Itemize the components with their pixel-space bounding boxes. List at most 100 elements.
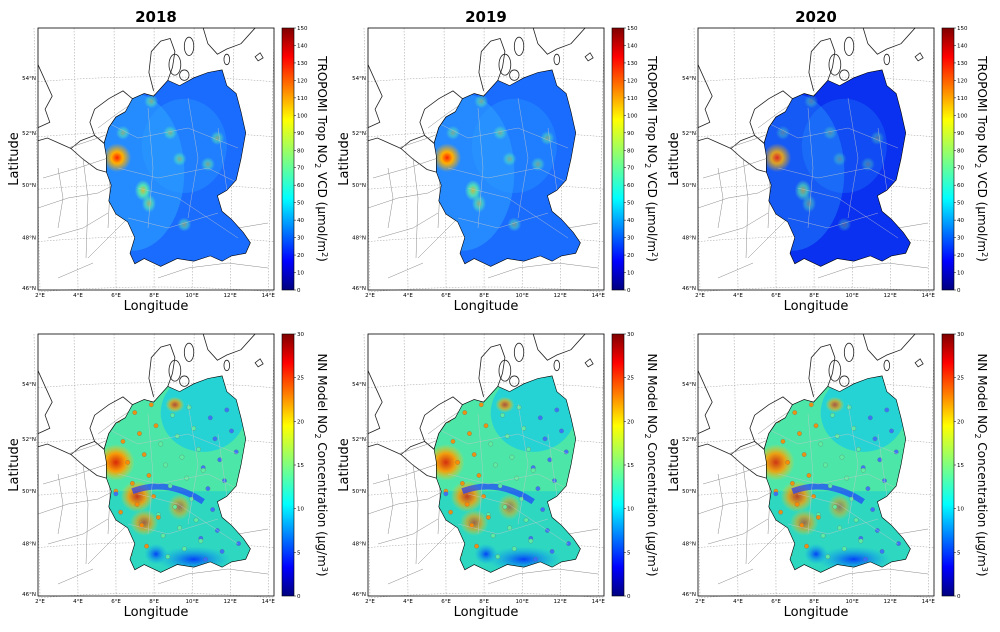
colorbar-scale	[941, 27, 955, 291]
colorbar-label: NN Model NO2 Concentration (μg/m3)	[643, 353, 659, 576]
roads	[697, 408, 929, 585]
y-axis-label: Latitude	[337, 438, 352, 492]
y-axis-label: Latitude	[7, 132, 22, 186]
colorbar-tick-label: 10	[957, 507, 964, 513]
lat-tick-label: 50°N	[682, 183, 696, 189]
colorbar-tick-label: 10	[957, 271, 964, 277]
colorbar-tick-label: 90	[297, 131, 304, 137]
panel-tropomi-2018: 2°E 4°E 6°E 8°E 10°E 12°E 14°E 46°N 48°N 50°N 52°N…	[7, 27, 276, 314]
colorbar-tick-label: 40	[297, 218, 304, 224]
colorbar-tick-label: 0	[627, 288, 631, 294]
colorbar-tick-label: 15	[297, 463, 304, 469]
lat-tick-label: 52°N	[22, 437, 36, 443]
colorbar-tick-label: 140	[627, 43, 638, 49]
colorbar-tick-label: 40	[627, 218, 634, 224]
colorbar-tick-label: 100	[297, 113, 308, 119]
y-axis-label: Latitude	[667, 132, 682, 186]
lat-tick-label: 46°N	[352, 286, 366, 292]
colorbar-label: NN Model NO2 Concentration (μg/m3)	[973, 353, 989, 576]
panel-nn_model-2019: 2°E 4°E 6°E 8°E 10°E 12°E 14°E 46°N 48°N 50°N 52°N…	[337, 333, 606, 620]
colorbar-tick-label: 30	[297, 332, 304, 338]
colorbar-tick-label: 25	[957, 376, 964, 382]
colorbar-tick-label: 100	[957, 113, 968, 119]
lon-tick-label: 14°E	[922, 599, 936, 605]
colorbar-tick-label: 20	[627, 419, 634, 425]
lat-tick-label: 48°N	[682, 236, 696, 242]
colorbar-tick-label: 5	[297, 550, 301, 556]
lat-tick-label: 48°N	[682, 542, 696, 548]
colorbar-scale	[281, 333, 295, 597]
lon-tick-label: 2°E	[695, 599, 705, 605]
lon-tick-label: 8°E	[149, 599, 159, 605]
x-axis-label: Longitude	[124, 605, 189, 620]
lon-tick-label: 12°E	[224, 599, 238, 605]
colorbar-tick-label: 150	[297, 26, 308, 32]
lon-tick-label: 8°E	[809, 293, 819, 299]
colorbar-tick-label: 60	[957, 183, 964, 189]
lon-tick-label: 10°E	[186, 599, 200, 605]
lat-tick-label: 46°N	[22, 592, 36, 598]
x-axis-label: Longitude	[124, 299, 189, 314]
colorbar-tick-label: 10	[297, 271, 304, 277]
lat-tick-label: 54°N	[352, 76, 366, 82]
lat-tick-label: 52°N	[682, 437, 696, 443]
lon-tick-label: 12°E	[224, 293, 238, 299]
germany-field	[104, 375, 251, 573]
colorbar-tick-label: 80	[297, 148, 304, 154]
lon-tick-label: 14°E	[262, 293, 276, 299]
colorbar-tick-label: 30	[627, 332, 634, 338]
lon-tick-label: 14°E	[592, 599, 606, 605]
colorbar-scale	[281, 27, 295, 291]
lat-tick-label: 48°N	[22, 542, 36, 548]
x-axis-label: Longitude	[454, 605, 519, 620]
panel-nn_model-2020: 2°E 4°E 6°E 8°E 10°E 12°E 14°E 46°N 48°N 50°N 52°N…	[667, 333, 936, 620]
lon-tick-label: 8°E	[149, 293, 159, 299]
x-axis-label: Longitude	[784, 605, 849, 620]
colorbar-tick-label: 60	[297, 183, 304, 189]
panel-nn_model-2018: 2°E 4°E 6°E 8°E 10°E 12°E 14°E 46°N 48°N 50°N 52°N…	[7, 333, 275, 620]
colorbar: 0 5 10 15 20 25 30 NN Model NO2 Concentration (…	[281, 332, 329, 600]
colorbar-label: TROPOMI Trop NO2 VCD (μmol/m2)	[643, 55, 659, 262]
panel-tropomi-2020: 2°E 4°E 6°E 8°E 10°E 12°E 14°E 46°N 48°N 50°N 52°N…	[667, 27, 935, 314]
lat-tick-label: 54°N	[22, 76, 36, 82]
colorbar-tick-label: 30	[957, 236, 964, 242]
lon-tick-label: 12°E	[884, 293, 898, 299]
lon-tick-label: 8°E	[479, 293, 489, 299]
lat-tick-label: 54°N	[22, 382, 36, 388]
lon-tick-label: 8°E	[809, 599, 819, 605]
lon-tick-label: 12°E	[554, 293, 568, 299]
lon-tick-label: 10°E	[516, 599, 530, 605]
colorbar-tick-label: 10	[627, 271, 634, 277]
lon-tick-label: 14°E	[592, 293, 606, 299]
lon-tick-label: 2°E	[35, 599, 45, 605]
colorbar-tick-label: 0	[957, 594, 961, 600]
colorbar-tick-label: 10	[627, 507, 634, 513]
colorbar-tick-label: 0	[627, 594, 631, 600]
lon-tick-label: 4°E	[403, 293, 413, 299]
colorbar-tick-label: 5	[627, 550, 631, 556]
colorbar-tick-label: 130	[627, 61, 638, 67]
colorbar-tick-label: 0	[297, 288, 301, 294]
colorbar-tick-label: 130	[957, 61, 968, 67]
colorbar-tick-label: 0	[957, 288, 961, 294]
colorbar: 0 5 10 15 20 25 30 NN Model NO2 Concentration (…	[941, 332, 989, 600]
colorbar-tick-label: 30	[627, 236, 634, 242]
colorbar-tick-label: 60	[627, 183, 634, 189]
colorbar-tick-label: 150	[627, 26, 638, 32]
colorbar-tick-label: 110	[957, 96, 968, 102]
colorbar-tick-label: 130	[297, 61, 308, 67]
colorbar-tick-label: 50	[627, 201, 634, 207]
lat-tick-label: 50°N	[682, 489, 696, 495]
colorbar-tick-label: 50	[297, 201, 304, 207]
lon-tick-label: 10°E	[846, 293, 860, 299]
colorbar: 0 10 20 30 40 50 60 70 80 90 100 110 120 130 140 150 TRO…	[611, 26, 659, 294]
colorbar-tick-label: 5	[957, 550, 961, 556]
colorbar-tick-label: 0	[297, 594, 301, 600]
colorbar-tick-label: 90	[627, 131, 634, 137]
lat-tick-label: 50°N	[352, 183, 366, 189]
panel-tropomi-2019: 2°E 4°E 6°E 8°E 10°E 12°E 14°E 46°N 48°N 50°N 52°N…	[337, 27, 606, 314]
lon-tick-label: 2°E	[365, 293, 375, 299]
colorbar-tick-label: 150	[957, 26, 968, 32]
colorbar-tick-label: 100	[627, 113, 638, 119]
